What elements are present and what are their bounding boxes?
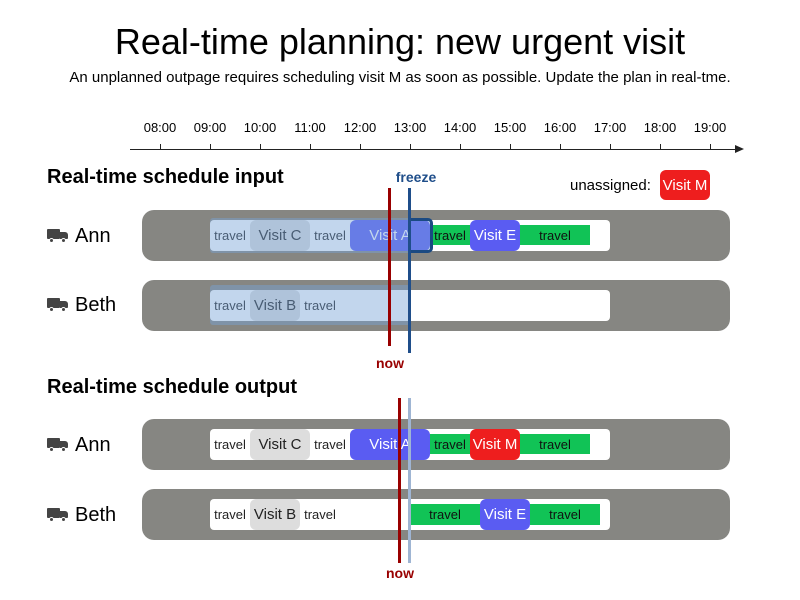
unassigned-visit-m[interactable]: Visit M [660,170,710,200]
driver-name: Ann [75,225,111,247]
visit-b-block[interactable]: Visit B [250,290,300,321]
visit-a-block[interactable]: Visit A [350,429,430,460]
driver-ann-output: Ann [47,432,111,458]
time-tick-mark [210,144,211,150]
time-tick-label: 09:00 [193,120,227,135]
time-tick-label: 16:00 [543,120,577,135]
now-label: now [376,355,404,371]
travel-segment-new: travel [520,434,590,454]
time-tick-label: 13:00 [393,120,427,135]
visit-m-block[interactable]: Visit M [470,429,520,460]
time-axis-arrow [735,145,744,153]
truck-icon [47,508,69,522]
unassigned-label: unassigned: [570,177,651,194]
travel-segment: travel [304,507,336,522]
time-tick-label: 14:00 [443,120,477,135]
now-label: now [386,565,414,581]
time-tick-mark [160,144,161,150]
time-tick-mark [310,144,311,150]
travel-segment: travel [314,228,346,243]
truck-icon [47,438,69,452]
time-tick-mark [610,144,611,150]
page-title: Real-time planning: new urgent visit [114,21,686,62]
now-line [388,188,391,346]
time-tick-mark [460,144,461,150]
time-tick-label: 15:00 [493,120,527,135]
freeze-line [408,398,411,563]
driver-ann-input: Ann [47,223,111,249]
travel-segment: travel [214,507,246,522]
driver-name: Ann [75,434,111,456]
frozen-region-ann [210,218,410,253]
time-tick-mark [560,144,561,150]
travel-segment-new: travel [430,225,470,245]
travel-segment-new: travel [410,504,480,525]
visit-b-block[interactable]: Visit B [250,499,300,530]
travel-segment: travel [214,298,246,313]
time-tick-label: 18:00 [643,120,677,135]
freeze-label: freeze [395,169,437,185]
time-tick-label: 17:00 [593,120,627,135]
visit-e-block[interactable]: Visit E [470,220,520,251]
time-axis-line [130,149,735,150]
truck-icon [47,298,69,312]
time-tick-mark [260,144,261,150]
driver-name: Beth [75,504,117,526]
visit-e-block[interactable]: Visit E [480,499,530,530]
time-tick-mark [660,144,661,150]
travel-segment: travel [314,437,346,452]
driver-beth-input: Beth [47,292,116,318]
driver-beth-output: Beth [47,502,116,528]
time-tick-label: 10:00 [243,120,277,135]
time-tick-label: 08:00 [143,120,177,135]
time-tick-mark [710,144,711,150]
time-tick-mark [510,144,511,150]
travel-segment-new: travel [530,504,600,525]
travel-segment-new: travel [430,434,470,454]
time-tick-label: 19:00 [693,120,727,135]
travel-segment-new: travel [520,225,590,245]
travel-segment: travel [304,298,336,313]
frozen-region-beth [210,285,410,325]
time-tick-label: 11:00 [294,120,326,135]
now-line [398,398,401,563]
input-section-title: Real-time schedule input [47,166,284,188]
page-subtitle: An unplanned outpage requires scheduling… [69,69,731,86]
visit-c-block[interactable]: Visit C [250,220,310,251]
time-tick-mark [360,144,361,150]
visit-c-block[interactable]: Visit C [250,429,310,460]
travel-segment: travel [214,437,246,452]
time-tick-mark [410,144,411,150]
freeze-line [408,188,411,353]
driver-name: Beth [75,294,117,316]
time-tick-label: 12:00 [343,120,377,135]
truck-icon [47,229,69,243]
output-section-title: Real-time schedule output [47,376,298,398]
travel-segment: travel [214,228,246,243]
frozen-region-ann-edge [410,218,433,253]
